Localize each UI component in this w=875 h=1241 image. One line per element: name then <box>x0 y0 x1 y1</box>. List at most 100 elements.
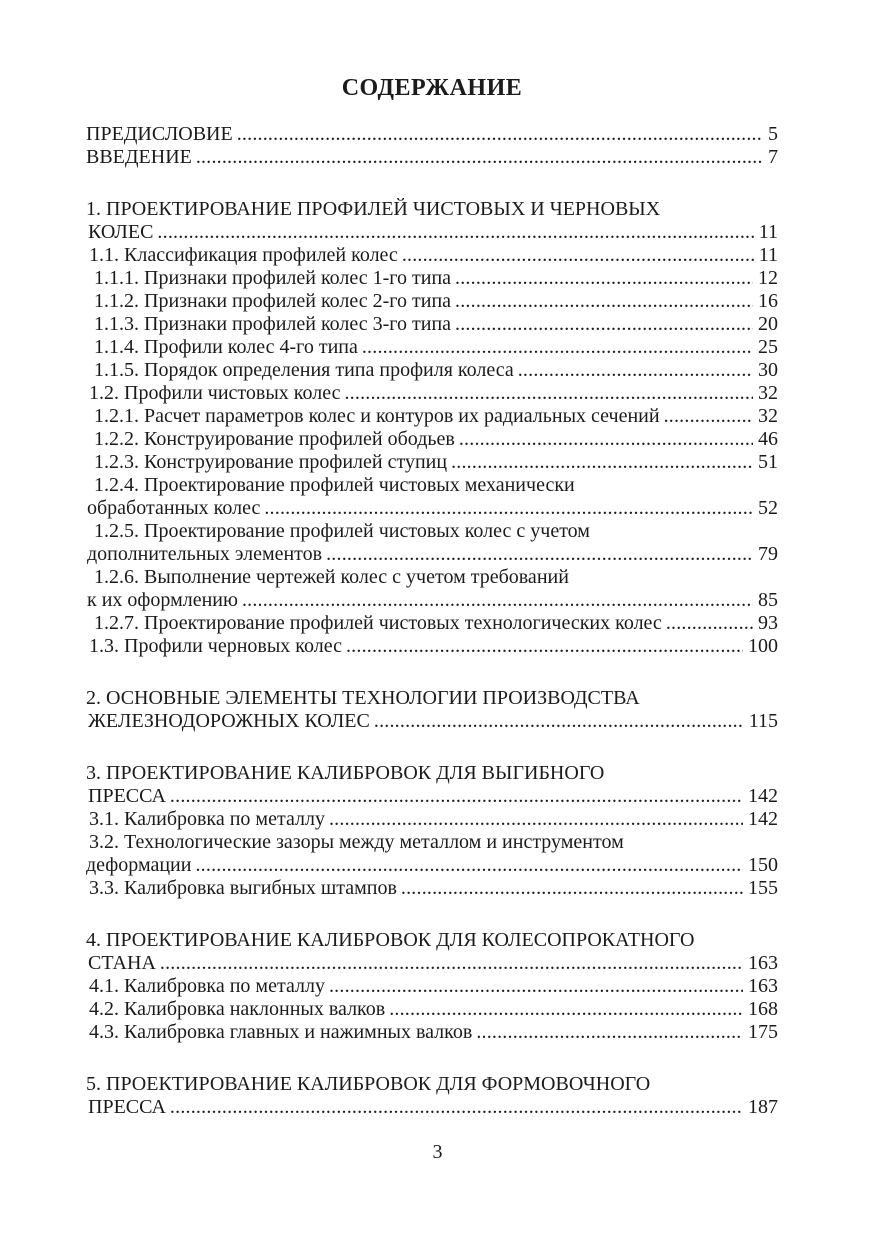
toc-entry-text: 1. ПРОЕКТИРОВАНИЕ ПРОФИЛЕЙ ЧИСТОВЫХ И ЧЕ… <box>86 198 661 220</box>
toc-line: к их оформлению 85 <box>87 589 778 612</box>
dot-leader <box>398 244 754 267</box>
toc-page-number: 12 <box>758 267 778 289</box>
dot-leader <box>325 808 743 831</box>
toc-page-number: 85 <box>758 589 778 611</box>
toc-entry-text: 4.2. Калибровка наклонных валков <box>89 998 386 1020</box>
toc-entry-text: ПРЕДИСЛОВИЕ <box>86 123 233 145</box>
toc-entry-text: 4.1. Калибровка по металлу <box>89 975 325 997</box>
toc-entry-text: 4.3. Калибровка главных и нажимных валко… <box>89 1021 473 1043</box>
page-content: СОДЕРЖАНИЕ ПРЕДИСЛОВИЕ 5 ВВЕДЕНИЕ 7 1. ПРОЕК… <box>86 74 778 1119</box>
toc-page-number: 187 <box>748 1096 778 1118</box>
dot-leader <box>455 428 753 451</box>
toc-line: 4.2. Калибровка наклонных валков 168 <box>89 998 778 1021</box>
toc-entry-text: 1.3. Профили черновых колес <box>89 635 342 657</box>
toc-entry-text: 1.2.2. Конструирование профилей ободьев <box>94 428 455 450</box>
toc-line: 1. ПРОЕКТИРОВАНИЕ ПРОФИЛЕЙ ЧИСТОВЫХ И ЧЕ… <box>86 198 778 221</box>
toc-page-number: 32 <box>758 405 778 427</box>
toc-line: 1.2. Профили чистовых колес 32 <box>89 382 778 405</box>
toc-entry-text: дополнительных элементов <box>87 543 323 565</box>
toc-page-number: 25 <box>758 336 778 358</box>
toc-page-number: 5 <box>768 123 778 145</box>
footer-page-number: 3 <box>432 1141 443 1163</box>
dot-leader <box>233 123 763 146</box>
dot-leader <box>238 589 753 612</box>
toc-line: СТАНА 163 <box>88 952 778 975</box>
toc-entry-text: 3.2. Технологические зазоры между металл… <box>89 831 624 853</box>
toc-page-number: 7 <box>768 146 778 168</box>
dot-leader <box>325 975 743 998</box>
dot-leader <box>153 221 753 244</box>
toc-page-number: 142 <box>748 808 778 830</box>
dot-leader <box>451 267 753 290</box>
dot-leader <box>166 785 743 808</box>
toc-page-number: 46 <box>758 428 778 450</box>
toc-page-number: 175 <box>748 1021 778 1043</box>
toc-entry-text: 4. ПРОЕКТИРОВАНИЕ КАЛИБРОВОК ДЛЯ КОЛЕСОП… <box>86 929 695 951</box>
toc-page-number: 155 <box>748 877 778 899</box>
dot-leader <box>191 854 743 877</box>
toc-page-number: 79 <box>758 543 778 565</box>
toc-entry-text: 1.2.7. Проектирование профилей чистовых … <box>94 612 662 634</box>
toc-entry-text: ВВЕДЕНИЕ <box>86 146 192 168</box>
toc-entry-text: 1.1. Классификация профилей колес <box>89 244 398 266</box>
toc-line: 1.2.1. Расчет параметров колес и контуро… <box>94 405 778 428</box>
toc-line: дополнительных элементов 79 <box>87 543 778 566</box>
toc-entry-text: 1.1.3. Признаки профилей колес 3-го типа <box>94 313 452 335</box>
dot-leader <box>370 710 744 733</box>
toc-line: 2. ОСНОВНЫЕ ЭЛЕМЕНТЫ ТЕХНОЛОГИИ ПРОИЗВОД… <box>86 687 778 710</box>
toc-line: 1.2.2. Конструирование профилей ободьев 4… <box>94 428 778 451</box>
toc-page-number: 163 <box>748 975 778 997</box>
dot-leader <box>472 1021 743 1044</box>
toc-line: 1.1.1. Признаки профилей колес 1-го типа… <box>94 267 778 290</box>
dot-leader <box>166 1096 743 1119</box>
toc-line: обработанных колес 52 <box>87 497 778 520</box>
toc-entry-text: 3. ПРОЕКТИРОВАНИЕ КАЛИБРОВОК ДЛЯ ВЫГИБНО… <box>86 762 605 784</box>
toc-entry-text: ПРЕССА <box>88 785 166 807</box>
toc-page-number: 30 <box>758 359 778 381</box>
toc-entry-text: 1.1.2. Признаки профилей колес 2-го типа <box>94 290 452 312</box>
toc-entry-text: 1.1.4. Профили колес 4-го типа <box>94 336 358 358</box>
toc-page-number: 150 <box>748 854 778 876</box>
toc-line: ПРЕССА 187 <box>88 1096 778 1119</box>
dot-leader <box>451 313 753 336</box>
toc-page-number: 115 <box>748 710 778 732</box>
toc-line: 1.2.7. Проектирование профилей чистовых … <box>94 612 778 635</box>
dot-leader <box>260 497 753 520</box>
toc-entry-text: 1.1.5. Порядок определения типа профиля … <box>94 359 514 381</box>
toc-entry-text: 1.2.5. Проектирование профилей чистовых … <box>94 520 590 542</box>
toc-line: ПРЕССА 142 <box>88 785 778 808</box>
toc-entry-text: 5. ПРОЕКТИРОВАНИЕ КАЛИБРОВОК ДЛЯ ФОРМОВО… <box>86 1073 651 1095</box>
dot-leader <box>192 146 763 169</box>
table-of-contents: ПРЕДИСЛОВИЕ 5 ВВЕДЕНИЕ 7 1. ПРОЕКТИРОВАНИЕ П… <box>86 123 778 1119</box>
toc-line: 1.2.3. Конструирование профилей ступиц 51 <box>94 451 778 474</box>
toc-entry-text: 1.2.3. Конструирование профилей ступиц <box>94 451 448 473</box>
dot-leader <box>340 382 753 405</box>
toc-line: 1.1.3. Признаки профилей колес 3-го типа… <box>94 313 778 336</box>
toc-entry-text: 1.2.6. Выполнение чертежей колес с учето… <box>94 566 569 588</box>
toc-page-number: 93 <box>758 612 778 634</box>
dot-leader <box>358 336 753 359</box>
toc-line: 1.2.5. Проектирование профилей чистовых … <box>94 520 778 543</box>
toc-line: ПРЕДИСЛОВИЕ 5 <box>86 123 778 146</box>
dot-leader <box>660 405 753 428</box>
dot-leader <box>156 952 743 975</box>
toc-line: 1.1.4. Профили колес 4-го типа 25 <box>94 336 778 359</box>
toc-entry-text: 1.2.4. Проектирование профилей чистовых … <box>94 474 575 496</box>
toc-entry-text: к их оформлению <box>87 589 238 611</box>
toc-page-number: 11 <box>758 221 778 243</box>
dot-leader <box>662 612 753 635</box>
toc-page-number: 168 <box>748 998 778 1020</box>
toc-entry-text: деформации <box>86 854 192 876</box>
toc-page-number: 20 <box>758 313 778 335</box>
toc-entry-text: КОЛЕС <box>88 221 154 243</box>
dot-leader <box>342 635 743 658</box>
toc-line: 1.1.2. Признаки профилей колес 2-го типа… <box>94 290 778 313</box>
toc-line: КОЛЕС 11 <box>88 221 778 244</box>
toc-entry-text: ЖЕЛЕЗНОДОРОЖНЫХ КОЛЕС <box>88 710 370 732</box>
toc-page-number: 100 <box>748 635 778 657</box>
toc-line: 1.2.6. Выполнение чертежей колес с учето… <box>94 566 778 589</box>
toc-entry-text: ПРЕССА <box>88 1096 166 1118</box>
toc-line: 3.1. Калибровка по металлу 142 <box>89 808 778 831</box>
toc-line: 1.1.5. Порядок определения типа профиля … <box>94 359 778 382</box>
toc-line: 1.2.4. Проектирование профилей чистовых … <box>94 474 778 497</box>
